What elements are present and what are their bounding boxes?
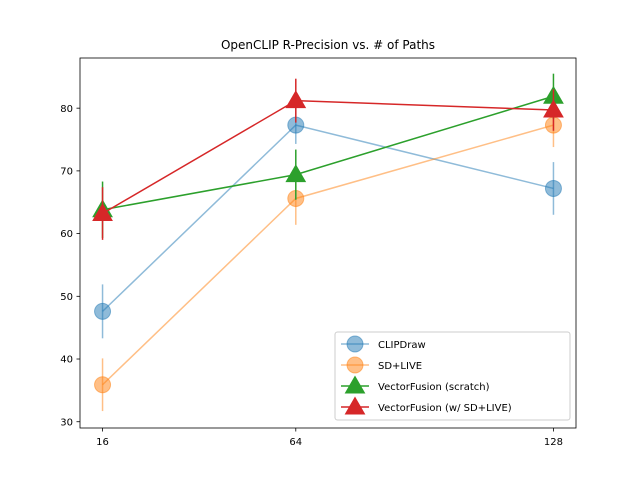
chart-title: OpenCLIP R-Precision vs. # of Paths [221, 38, 435, 52]
legend-marker-2 [346, 356, 364, 374]
axes-frame [79, 57, 577, 429]
x-tick-label-64: 64 [289, 437, 302, 448]
legend-label-4: VectorFusion (w/ SD+LIVE) [378, 403, 512, 414]
data-point-1-1 [94, 302, 112, 320]
data-point-2-1 [94, 376, 112, 394]
axes: 16 64 128 30 40 50 60 70 80 [60, 57, 577, 448]
chart-marks [92, 73, 564, 412]
x-tick-label-128: 128 [544, 437, 563, 448]
y-tick-label-80: 80 [60, 104, 73, 115]
y-tick-label-30: 30 [60, 417, 73, 428]
series-1 [94, 106, 562, 339]
legend-frame [334, 331, 571, 421]
y-tick-label-50: 50 [60, 292, 73, 303]
y-tick-label-40: 40 [60, 355, 73, 366]
x-tick-label-16: 16 [96, 437, 109, 448]
legend: CLIPDraw SD+LIVE VectorFusion (scratch) Vec… [334, 331, 571, 421]
legend-marker-3 [344, 375, 366, 394]
legend-label-1: CLIPDraw [378, 340, 426, 351]
legend-marker-4 [344, 396, 366, 415]
legend-label-3: VectorFusion (scratch) [378, 382, 490, 393]
legend-label-2: SD+LIVE [378, 361, 422, 372]
y-tick-label-70: 70 [60, 166, 73, 177]
data-point-4-2 [285, 90, 307, 109]
data-point-4-3 [543, 99, 564, 118]
data-point-3-2 [285, 164, 307, 183]
series-4 [92, 78, 564, 240]
y-tick-label-60: 60 [60, 229, 73, 240]
data-point-1-3 [544, 179, 562, 197]
data-point-4-1 [92, 203, 113, 222]
legend-marker-1 [346, 335, 364, 353]
